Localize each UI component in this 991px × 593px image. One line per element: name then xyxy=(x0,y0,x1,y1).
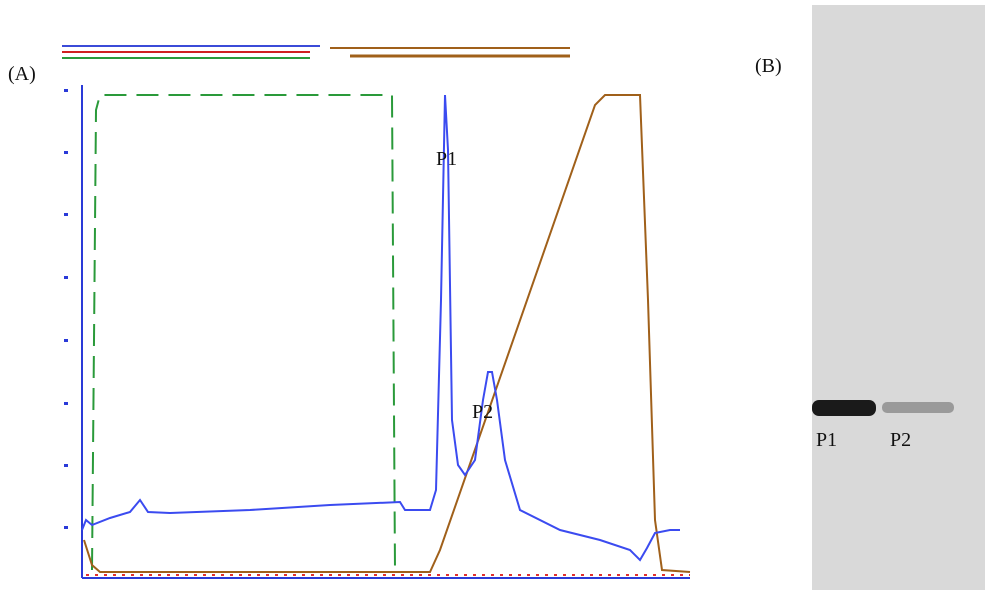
panel-label: (A) xyxy=(8,63,36,85)
peak-label: P1 xyxy=(436,148,457,170)
gel xyxy=(812,5,985,590)
legend xyxy=(62,45,570,59)
band xyxy=(882,402,954,413)
gradient-curve xyxy=(83,94,691,573)
panel-label: (B) xyxy=(755,55,782,77)
band-label: P2 xyxy=(890,429,911,451)
y-ticks xyxy=(64,89,68,529)
band-label: P1 xyxy=(816,429,837,451)
band xyxy=(812,400,876,416)
absorbance-curve xyxy=(81,94,680,562)
step-curve xyxy=(91,94,396,571)
peak-label: P2 xyxy=(472,401,493,423)
